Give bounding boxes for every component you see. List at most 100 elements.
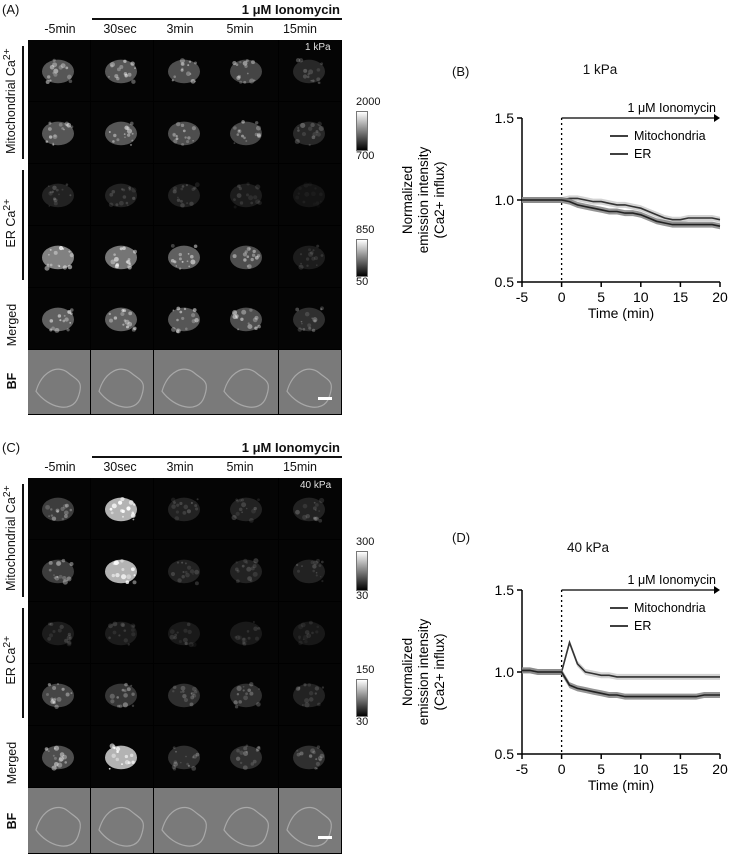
panel-a-image-er_bottom-5 [279, 226, 342, 287]
panel-c-image-mito-2 [90, 478, 153, 539]
panel-a-scale-bar [318, 397, 332, 400]
panel-a-treatment-bar [92, 18, 342, 20]
panel-a-col-1: -5min [44, 22, 76, 36]
panel-a-image-bf-5 [279, 350, 342, 414]
panel-c-cbar-mito-min: 30 [356, 590, 369, 602]
panel-c-cbar-er-min: 30 [356, 716, 369, 728]
chart-b-series-2-line [522, 199, 721, 227]
chart-d-ylabel-line-2: emission intensity [416, 618, 431, 725]
panel-a-cbar-er-min: 50 [356, 276, 369, 288]
panel-c-image-mito-5 [279, 540, 342, 601]
panel-c-image-bf-3 [153, 788, 216, 853]
panel-a-image-bf-1 [28, 350, 90, 414]
panel-c-image-er_top-2 [90, 602, 153, 663]
panel-a-image-mito-5 [279, 102, 342, 163]
chart-b-ylabel: Normalized emission intensity (Ca2+ influx… [400, 146, 447, 253]
panel-c-cbar-er [356, 679, 368, 717]
chart-b-ytick-label-2: 1.5 [495, 110, 515, 126]
panel-a-mito-label: Mitochondrial Ca2+ [1, 48, 19, 154]
panel-a-image-mito-3 [153, 40, 216, 101]
chart-d-annotation: 1 μM Ionomycin [628, 573, 717, 587]
panel-c-image-merged-3 [153, 726, 216, 787]
panel-c-cbar-mito-max: 300 [356, 536, 375, 548]
chart-d-legend-label-1: Mitochondria [634, 601, 706, 615]
panel-a-bf-label: BF [5, 372, 19, 390]
panel-a-image-merged-4 [216, 288, 279, 349]
panel-a-image-er_top-1 [28, 164, 90, 225]
panel-c-image-mito-1 [28, 478, 90, 539]
panel-a-image-mito-5 [279, 40, 342, 101]
panel-a-image-mito-4 [216, 102, 279, 163]
panel-c-image-merged-4 [216, 726, 279, 787]
chart-d-xtick-label-0: -5 [516, 761, 529, 777]
panel-a-image-merged-2 [90, 288, 153, 349]
panel-c-col-2: 30sec [103, 460, 137, 474]
panel-a-mito-bracket [22, 46, 24, 159]
panel-a-col-3: 3min [166, 22, 194, 36]
panel-c-image-er_bottom-1 [28, 664, 90, 725]
chart-b-xtick-label-4: 15 [673, 289, 689, 305]
panel-a-image-merged-3 [153, 288, 216, 349]
panel-c-image-er_bottom-3 [153, 664, 216, 725]
panel-a-image-mito-4 [216, 40, 279, 101]
panel-c-image-bf-2 [90, 788, 153, 853]
panel-c-label: (C) [2, 440, 21, 455]
chart-b-xtick-label-0: -5 [516, 289, 529, 305]
panel-a-image-mito-1 [28, 40, 90, 101]
chart-d-ytick-label-2: 1.5 [495, 582, 515, 598]
panel-a-merged-label: Merged [5, 303, 19, 347]
panel-a-image-bf-2 [90, 350, 153, 414]
chart-d-xtick-label-5: 20 [712, 761, 728, 777]
panel-a-image-mito-1 [28, 102, 90, 163]
panel-c-mito-bracket [22, 484, 24, 597]
panel-c-image-mito-5 [279, 478, 342, 539]
chart-b-panel-label: (B) [452, 64, 470, 79]
chart-b-annotation-arrowhead [714, 114, 720, 122]
chart-d-ylabel-line-1: Normalized [400, 638, 415, 706]
chart-b-ylabel-line-2: emission intensity [416, 146, 431, 253]
panel-a-cbar-mito-min: 700 [356, 150, 375, 162]
panel-c-image-er_top-4 [216, 602, 279, 663]
chart-b-xtick-label-1: 0 [558, 289, 566, 305]
panel-c-image-er_bottom-5 [279, 664, 342, 725]
chart-b-title: 1 kPa [582, 62, 618, 77]
panel-c-er-bracket [22, 608, 24, 718]
chart-b-xlabel: Time (min) [588, 305, 654, 321]
panel-a-image-er_bottom-1 [28, 226, 90, 287]
chart-d-xlabel: Time (min) [588, 777, 654, 793]
chart-d-ylabel: Normalized emission intensity (Ca2+ influx… [400, 618, 447, 725]
panel-a-image-er_bottom-4 [216, 226, 279, 287]
chart-b-xtick-label-3: 10 [633, 289, 649, 305]
chart-d-title: 40 kPa [566, 540, 610, 555]
panel-a-cbar-er [356, 239, 368, 277]
panel-a-treatment: 1 μM Ionomycin [241, 2, 340, 17]
panel-a-cbar-mito [356, 111, 368, 151]
chart-d-xtick-label-4: 15 [673, 761, 689, 777]
panel-a-col-4: 5min [226, 22, 254, 36]
panel-c-cbar-er-max: 150 [356, 664, 375, 676]
panel-a-er-label: ER Ca2+ [1, 198, 19, 248]
panel-c-image-mito-1 [28, 540, 90, 601]
panel-c-merged-label: Merged [5, 741, 19, 785]
panel-a-image-mito-2 [90, 102, 153, 163]
panel-a-image-er_top-3 [153, 164, 216, 225]
chart-b-xtick-label-5: 20 [712, 289, 728, 305]
panel-c-image-mito-3 [153, 540, 216, 601]
panel-c-image-mito-4 [216, 540, 279, 601]
panel-a-image-er_bottom-2 [90, 226, 153, 287]
chart-d-ytick-label-1: 1.0 [495, 664, 515, 680]
panel-c-image-mito-3 [153, 478, 216, 539]
panel-c-image-er_top-3 [153, 602, 216, 663]
chart-b-ylabel-line-1: Normalized [400, 166, 415, 234]
panel-c-col-3: 3min [166, 460, 194, 474]
panel-a-col-5: 15min [282, 22, 318, 36]
panel-c-image-grid [28, 478, 342, 854]
panel-a-image-er_top-2 [90, 164, 153, 225]
panel-a-stiffness-tag: 1 kPa [305, 42, 331, 53]
panel-c-col-4: 5min [226, 460, 254, 474]
chart-b-ytick-label-1: 1.0 [495, 192, 515, 208]
panel-a-image-merged-5 [279, 288, 342, 349]
panel-c-image-merged-5 [279, 726, 342, 787]
panel-c-image-er_top-5 [279, 602, 342, 663]
panel-c-col-1: -5min [44, 460, 76, 474]
